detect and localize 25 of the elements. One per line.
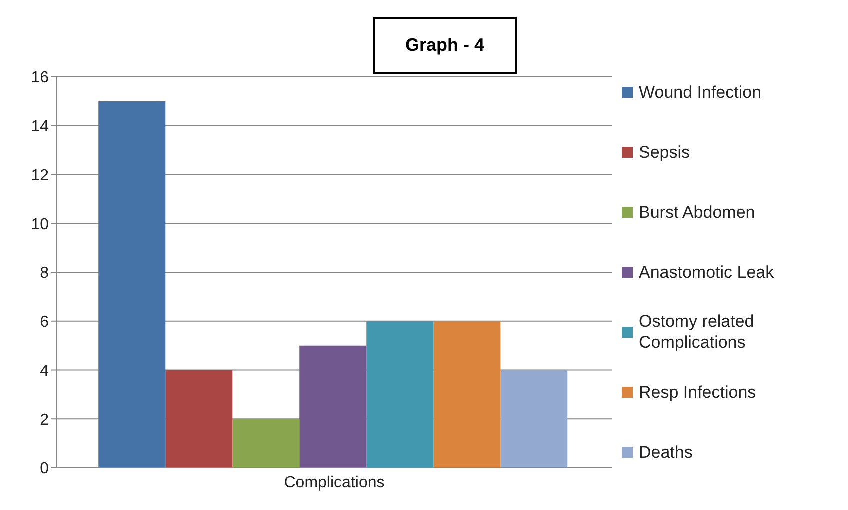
y-tick-label: 4 [40,362,50,380]
y-tick-label: 12 [31,167,50,184]
legend-label: Burst Abdomen [639,202,756,222]
bar [300,346,367,468]
bar [166,370,233,468]
bar [98,101,166,468]
legend-label: Anastomotic Leak [639,262,776,282]
y-tick-label: 16 [31,70,50,87]
legend-label: Ostomy related Complications [639,311,756,353]
x-tick-label: Complications [284,474,385,492]
bar [366,321,434,468]
chart-title: Graph - 4 [373,17,517,74]
bar [500,370,568,468]
bar [232,419,300,468]
legend-label: Resp Infections [639,382,758,402]
legend-label: Deaths [639,442,694,462]
y-tick-label: 2 [40,412,50,429]
y-tick-label: 14 [31,118,50,136]
legend-label: Wound Infection [639,82,763,102]
legend-label: Sepsis [639,142,692,162]
y-tick-label: 8 [40,265,50,282]
bar [434,321,501,468]
y-tick-label: 6 [40,314,50,332]
y-tick-label: 0 [40,460,50,478]
y-tick-label: 10 [31,216,50,234]
